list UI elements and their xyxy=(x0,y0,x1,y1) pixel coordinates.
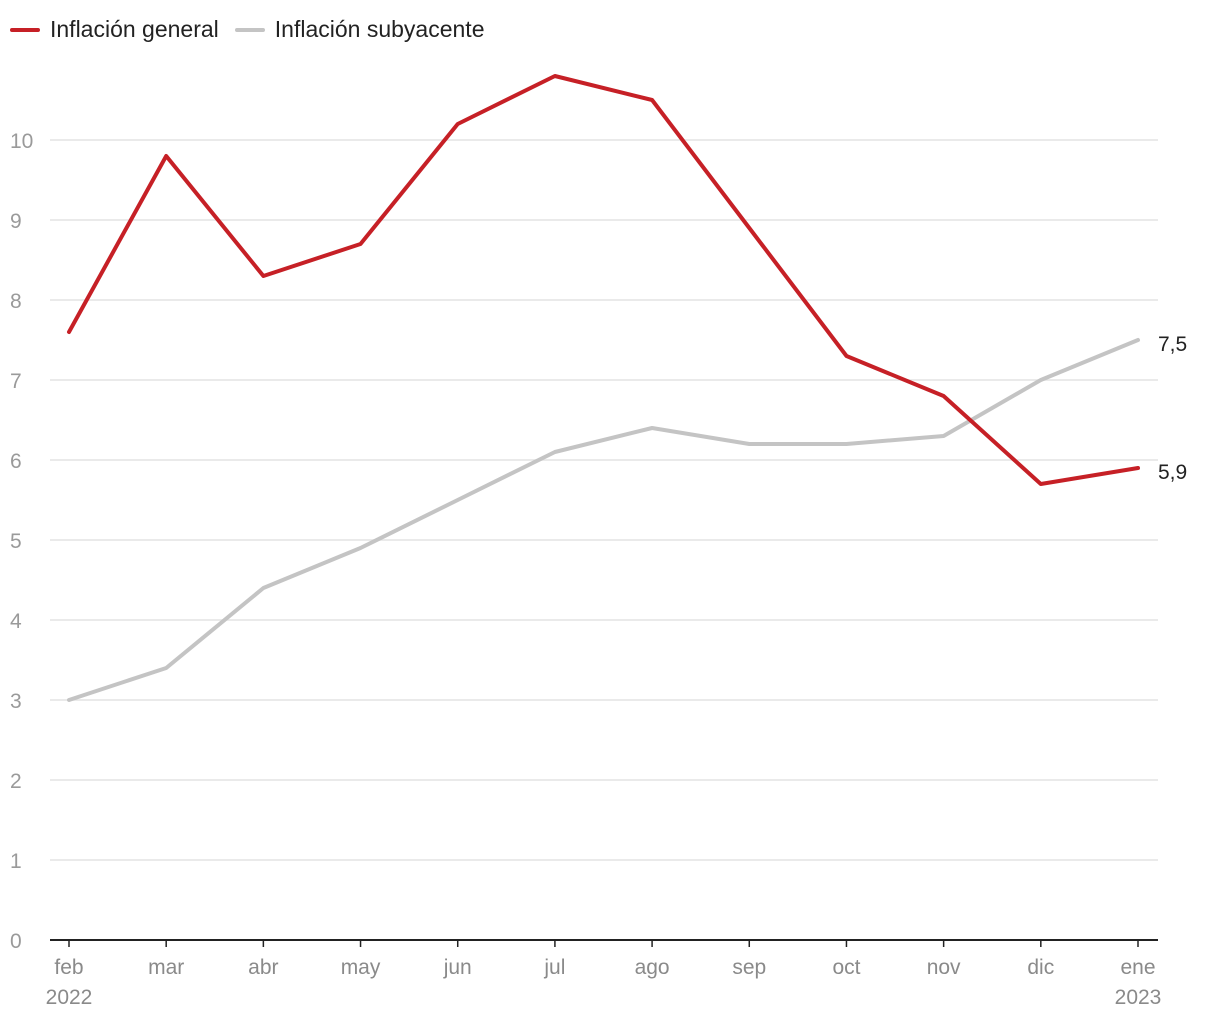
end-label-general: 5,9 xyxy=(1158,461,1187,484)
y-tick-label: 2 xyxy=(10,770,22,793)
y-tick-label: 9 xyxy=(10,210,22,233)
x-tick-label: feb xyxy=(54,956,83,979)
y-tick-label: 7 xyxy=(10,370,22,393)
legend-swatch-general xyxy=(10,27,40,32)
end-labels: 7,5 5,9 xyxy=(1158,333,1187,484)
y-tick-label: 8 xyxy=(10,290,22,313)
legend-swatch-subyacente xyxy=(234,27,265,32)
series-line-general xyxy=(67,74,1140,486)
series-line-subyacente xyxy=(67,338,1140,702)
y-tick-label: 4 xyxy=(10,610,22,633)
end-label-subyacente: 7,5 xyxy=(1158,333,1187,356)
x-tick-label: mar xyxy=(148,956,184,979)
x-tick-label: abr xyxy=(248,956,278,979)
y-tick-label: 6 xyxy=(10,450,22,473)
y-tick-label: 3 xyxy=(10,690,22,713)
legend-item-general[interactable]: Inflación general xyxy=(10,16,219,43)
x-axis-ticks: feb mar abr may jun jul ago sep oct nov dic ene 2022… xyxy=(46,940,1162,1009)
x-tick-label: sep xyxy=(732,956,766,979)
x-year-label: 2022 xyxy=(46,986,93,1009)
x-tick-label: jul xyxy=(543,956,565,979)
x-tick-label: may xyxy=(341,956,381,979)
x-tick-label: dic xyxy=(1027,956,1054,979)
y-tick-label: 1 xyxy=(10,850,22,873)
x-tick-label: nov xyxy=(927,956,961,979)
y-tick-label: 5 xyxy=(10,530,22,553)
y-axis-ticks: 0 1 2 3 4 5 6 7 8 9 10 xyxy=(10,130,33,953)
y-tick-label: 10 xyxy=(10,130,33,153)
legend-label-subyacente: Inflación subyacente xyxy=(274,16,485,42)
legend: Inflación general Inflación subyacente xyxy=(10,16,501,43)
x-tick-label: jun xyxy=(443,956,472,979)
y-tick-label: 0 xyxy=(10,930,22,953)
legend-item-subyacente[interactable]: Inflación subyacente xyxy=(234,16,485,43)
legend-label-general: Inflación general xyxy=(50,16,219,42)
series-lines xyxy=(67,74,1140,702)
x-tick-label: oct xyxy=(832,956,860,979)
gridlines xyxy=(50,139,1158,941)
x-tick-label: ago xyxy=(635,956,670,979)
x-year-label: 2023 xyxy=(1115,986,1162,1009)
x-tick-label: ene xyxy=(1120,956,1155,979)
